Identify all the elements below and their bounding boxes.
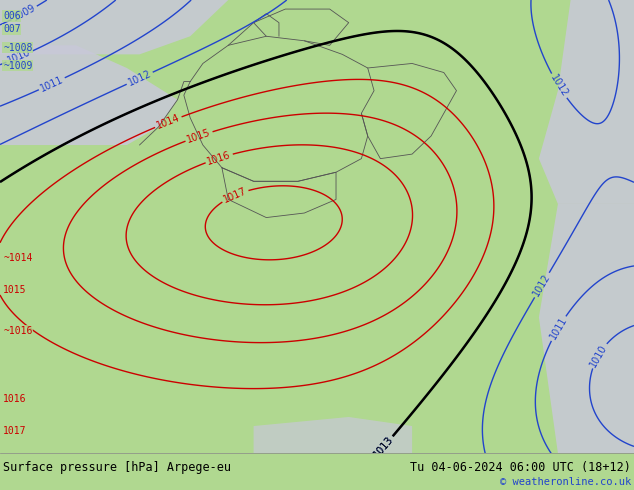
Text: 1015: 1015 — [186, 127, 212, 145]
Text: 1013: 1013 — [372, 435, 395, 460]
Text: ~1016: ~1016 — [3, 326, 32, 336]
Text: 007: 007 — [3, 24, 21, 34]
Text: 1012: 1012 — [548, 73, 569, 99]
Text: 1016: 1016 — [3, 394, 27, 404]
Text: Tu 04-06-2024 06:00 UTC (18+12): Tu 04-06-2024 06:00 UTC (18+12) — [410, 462, 631, 474]
Text: 1014: 1014 — [155, 113, 181, 131]
Text: 1012: 1012 — [126, 69, 153, 88]
Polygon shape — [254, 417, 412, 453]
Text: 1013: 1013 — [372, 435, 395, 460]
Text: 1017: 1017 — [3, 426, 27, 436]
Text: ~1014: ~1014 — [3, 253, 32, 263]
Text: 1010: 1010 — [588, 343, 609, 368]
Text: 1011: 1011 — [548, 315, 569, 342]
Polygon shape — [539, 204, 634, 453]
Text: 1015: 1015 — [3, 285, 27, 295]
Polygon shape — [0, 0, 228, 54]
Text: 1011: 1011 — [39, 74, 65, 94]
Text: ~1008: ~1008 — [3, 43, 32, 52]
Text: 1012: 1012 — [531, 272, 552, 298]
Text: Surface pressure [hPa] Arpege-eu: Surface pressure [hPa] Arpege-eu — [3, 462, 231, 474]
Text: 006: 006 — [3, 11, 21, 21]
Polygon shape — [0, 46, 178, 145]
Polygon shape — [539, 0, 634, 204]
Text: ~1009: ~1009 — [3, 61, 32, 71]
Text: 1017: 1017 — [222, 186, 249, 205]
Text: © weatheronline.co.uk: © weatheronline.co.uk — [500, 477, 631, 487]
Text: 1016: 1016 — [206, 149, 232, 167]
Text: 1010: 1010 — [6, 48, 33, 66]
Text: 1009: 1009 — [11, 3, 37, 23]
